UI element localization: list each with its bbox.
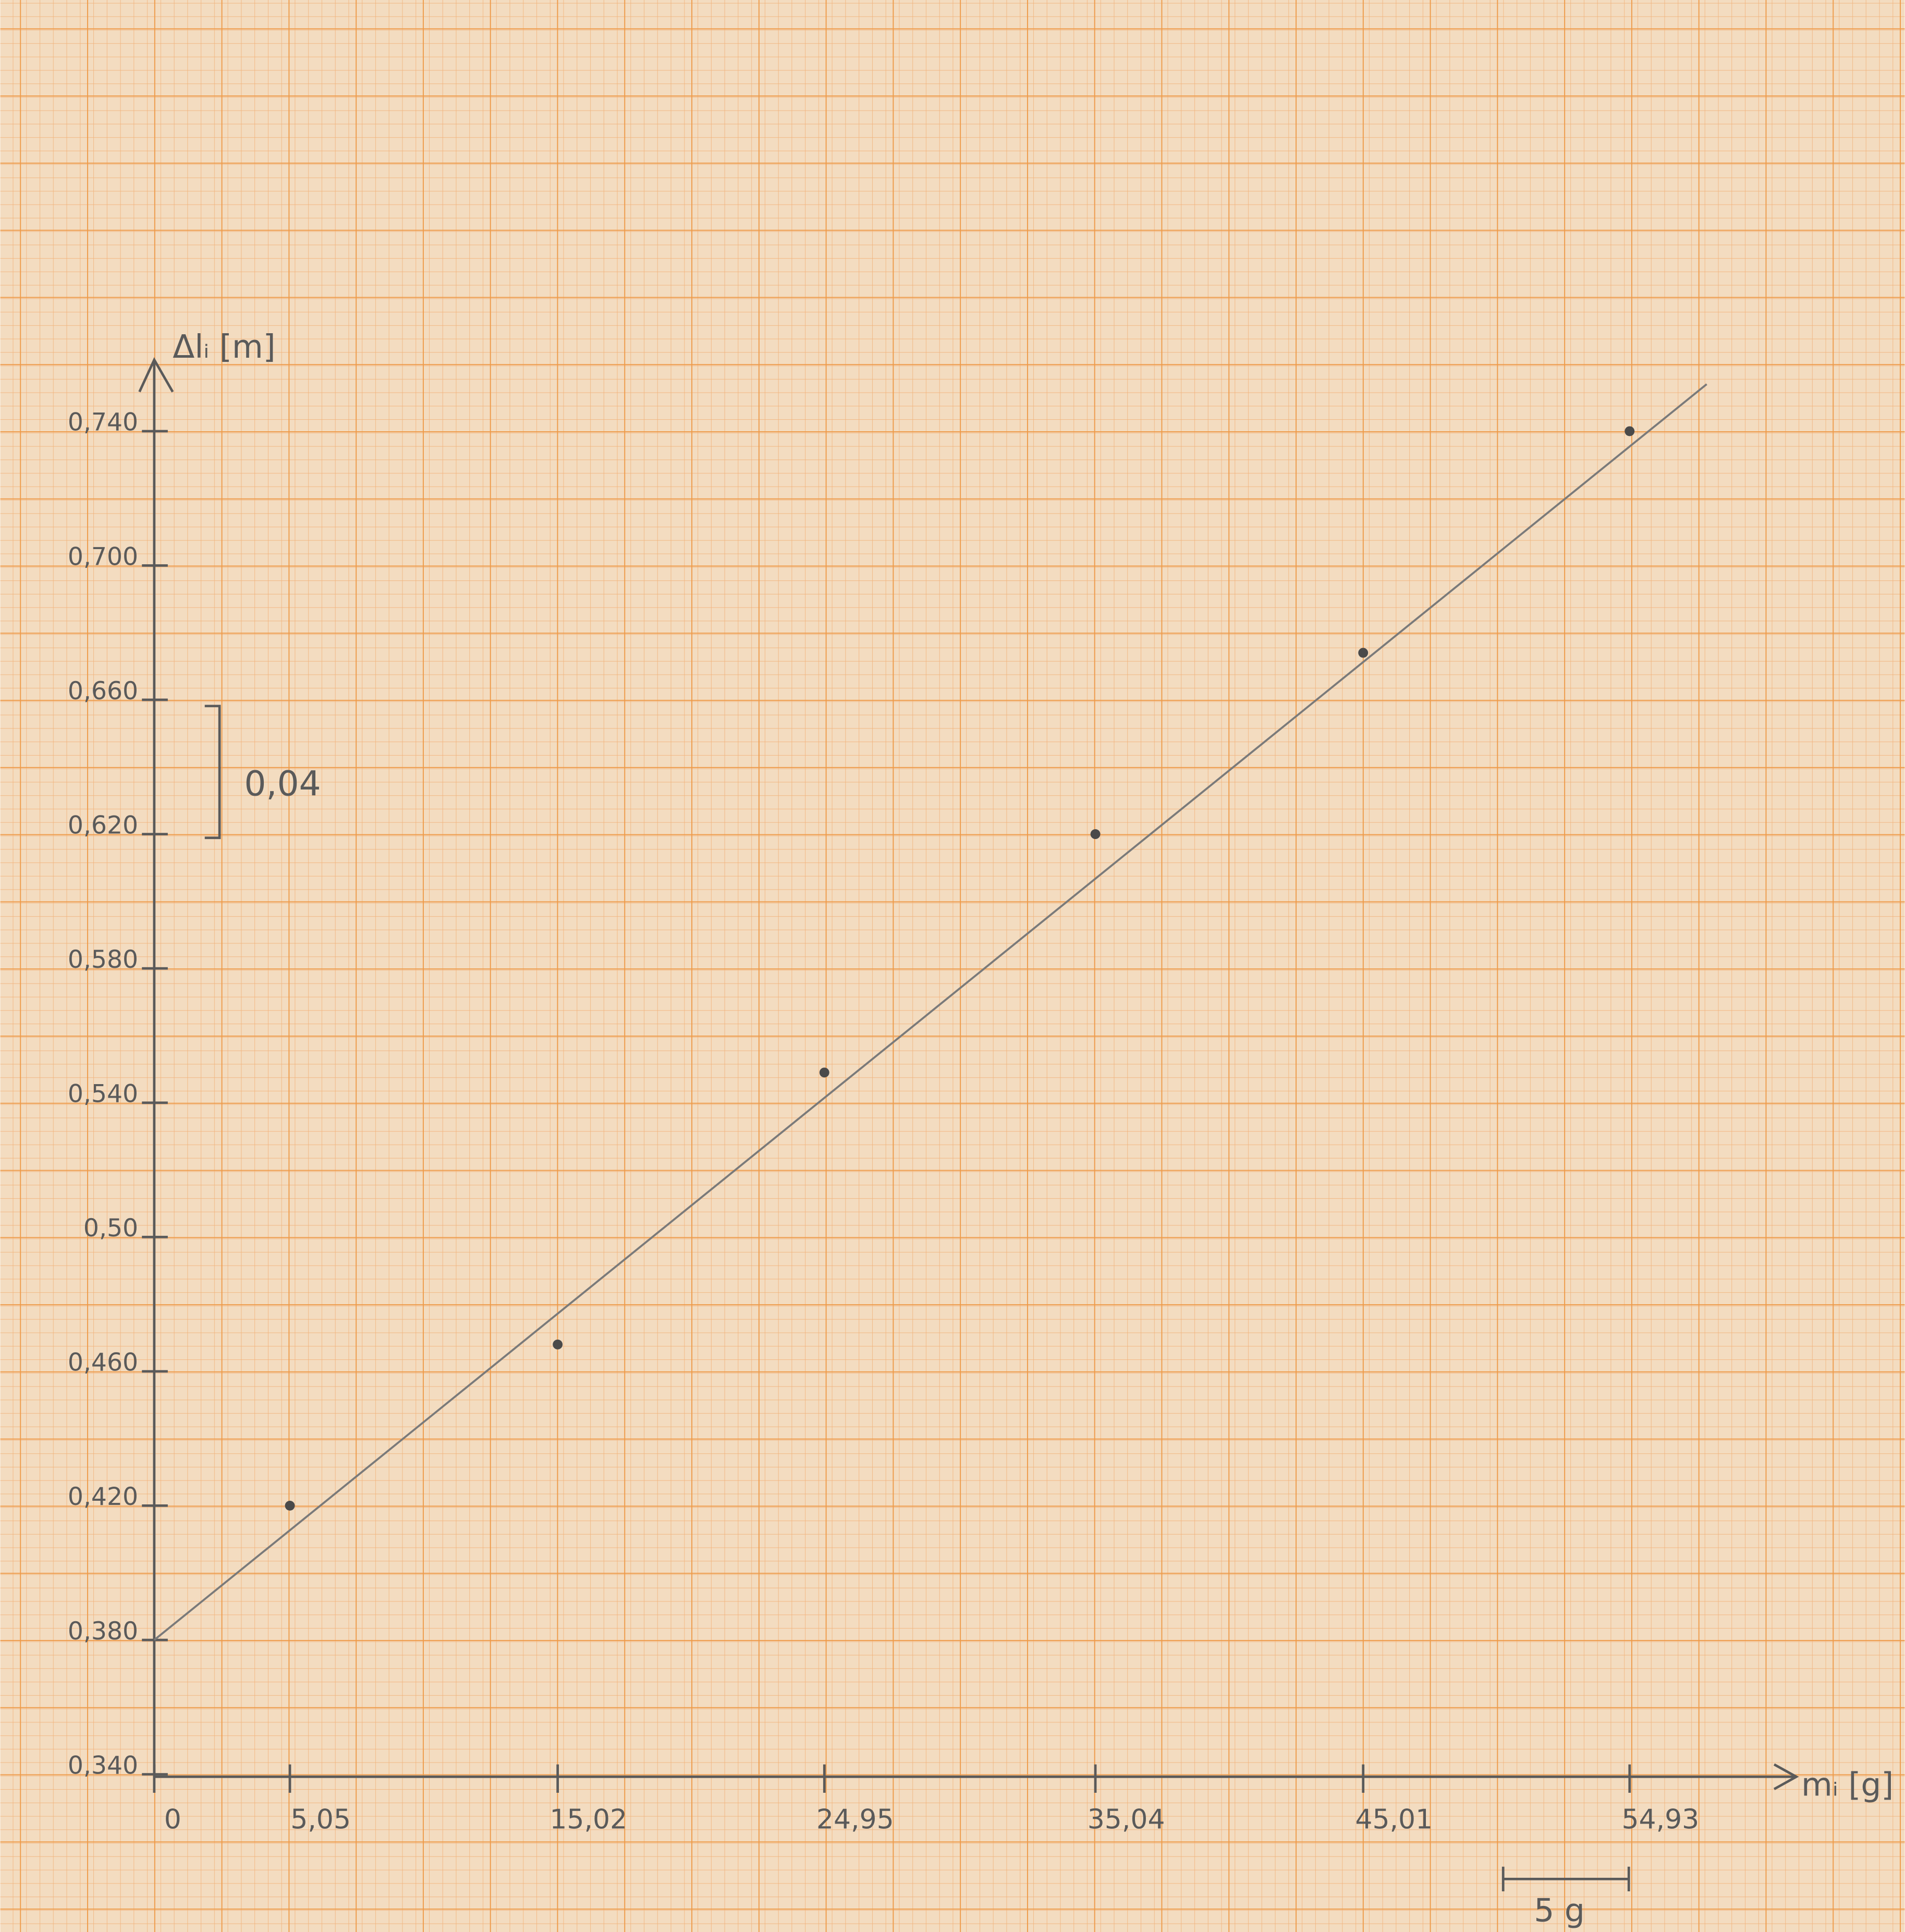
x-tick-label: 24,95 xyxy=(816,1804,894,1835)
y-tick-label: 0,620 xyxy=(68,811,138,840)
y-tick-label: 0,540 xyxy=(68,1080,138,1109)
x-scale-bracket xyxy=(1501,1866,1630,1892)
y-tick-label: 0,420 xyxy=(68,1483,138,1511)
x-scale-note: 5 g xyxy=(1534,1892,1585,1929)
y-tick-label: 0,580 xyxy=(68,945,138,974)
data-point xyxy=(285,1500,295,1511)
x-axis-title: mᵢ [g] xyxy=(1801,1766,1894,1803)
data-point xyxy=(819,1067,829,1078)
y-tick-label: 0,660 xyxy=(68,677,138,706)
data-point xyxy=(1358,648,1369,658)
x-axis-arrow xyxy=(1773,1763,1799,1790)
y-tick-label: 0,340 xyxy=(68,1751,138,1780)
x-tick-label: 45,01 xyxy=(1355,1804,1433,1835)
data-point xyxy=(1090,829,1101,840)
y-tick-label: 0,460 xyxy=(68,1348,138,1377)
x-tick-label: 35,04 xyxy=(1088,1804,1165,1835)
y-axis-title: Δlᵢ [m] xyxy=(173,329,275,366)
y-tick-label: 0,380 xyxy=(68,1617,138,1646)
y-scale-bracket xyxy=(204,704,221,840)
data-point xyxy=(1625,426,1635,436)
x-tick-label: 54,93 xyxy=(1621,1804,1699,1835)
fit-line xyxy=(153,383,1707,1641)
x-tick-label: 15,02 xyxy=(549,1804,627,1835)
x-tick-label: 0 xyxy=(164,1804,181,1835)
y-scale-note: 0,04 xyxy=(244,764,321,804)
data-point xyxy=(553,1339,563,1350)
y-tick-label: 0,50 xyxy=(83,1214,138,1243)
y-tick-label: 0,700 xyxy=(68,542,138,571)
y-axis-arrow xyxy=(138,357,174,393)
x-tick-label: 5,05 xyxy=(290,1804,351,1835)
y-tick-label: 0,740 xyxy=(68,408,138,437)
